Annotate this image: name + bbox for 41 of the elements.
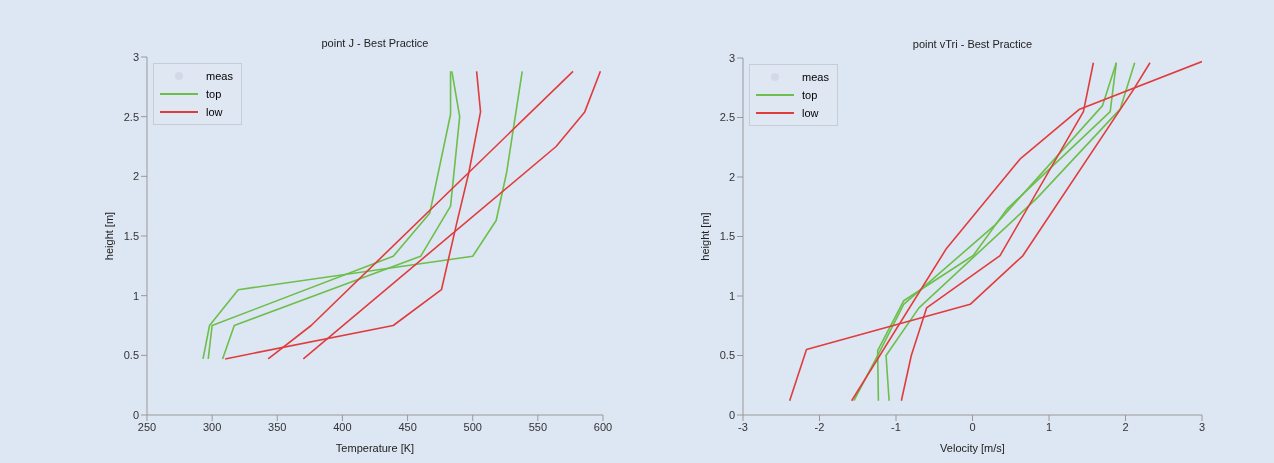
y-axis-title: height [m] xyxy=(698,212,711,261)
y-tick-label: 0 xyxy=(132,408,139,421)
y-tick-label: 1 xyxy=(132,289,139,302)
y-tick-label: 2 xyxy=(132,170,139,183)
x-axis-title: Velocity [m/s] xyxy=(940,442,1005,454)
y-tick-label: 3 xyxy=(132,50,139,63)
x-tick-label: 1 xyxy=(1045,420,1053,433)
x-tick-label: 500 xyxy=(463,420,482,433)
x-axis-title: Temperature [K] xyxy=(335,442,415,454)
x-tick-label: 250 xyxy=(137,420,157,433)
x-tick-label: 600 xyxy=(593,420,613,433)
x-tick-label: 450 xyxy=(398,420,417,433)
x-tick-label: 3 xyxy=(1198,420,1206,433)
x-tick-label: 550 xyxy=(528,420,548,433)
x-tick-label: 400 xyxy=(333,420,352,433)
y-tick-label: 1 xyxy=(728,289,735,302)
legend-label: meas xyxy=(802,71,829,83)
y-tick-label: 2 xyxy=(728,170,735,183)
y-tick-label: 0 xyxy=(728,408,735,421)
y-tick-label: 0.5 xyxy=(123,349,139,362)
y-axis-title: height [m] xyxy=(102,211,115,261)
x-tick-label: 350 xyxy=(268,420,287,433)
y-tick-label: 3 xyxy=(728,51,735,64)
legend-label: meas xyxy=(206,70,233,82)
x-tick-label: -2 xyxy=(814,420,825,433)
y-tick-label: 0.5 xyxy=(719,349,735,362)
y-tick-label: 2.5 xyxy=(719,111,735,124)
legend-label: low xyxy=(802,107,819,119)
chart-title: point J - Best Practice xyxy=(320,37,430,49)
y-tick-label: 1.5 xyxy=(719,230,735,243)
chart-title: point vTri - Best Practice xyxy=(911,38,1034,50)
legend-label: top xyxy=(802,89,818,101)
x-tick-label: -3 xyxy=(738,420,748,433)
x-tick-label: -1 xyxy=(891,420,901,433)
x-tick-label: 2 xyxy=(1122,420,1129,433)
y-tick-label: 1.5 xyxy=(123,229,139,242)
y-tick-label: 2.5 xyxy=(123,110,139,123)
x-tick-label: 0 xyxy=(969,420,976,433)
legend-label: top xyxy=(206,88,222,100)
legend-label: low xyxy=(206,106,223,118)
x-tick-label: 300 xyxy=(202,420,222,433)
